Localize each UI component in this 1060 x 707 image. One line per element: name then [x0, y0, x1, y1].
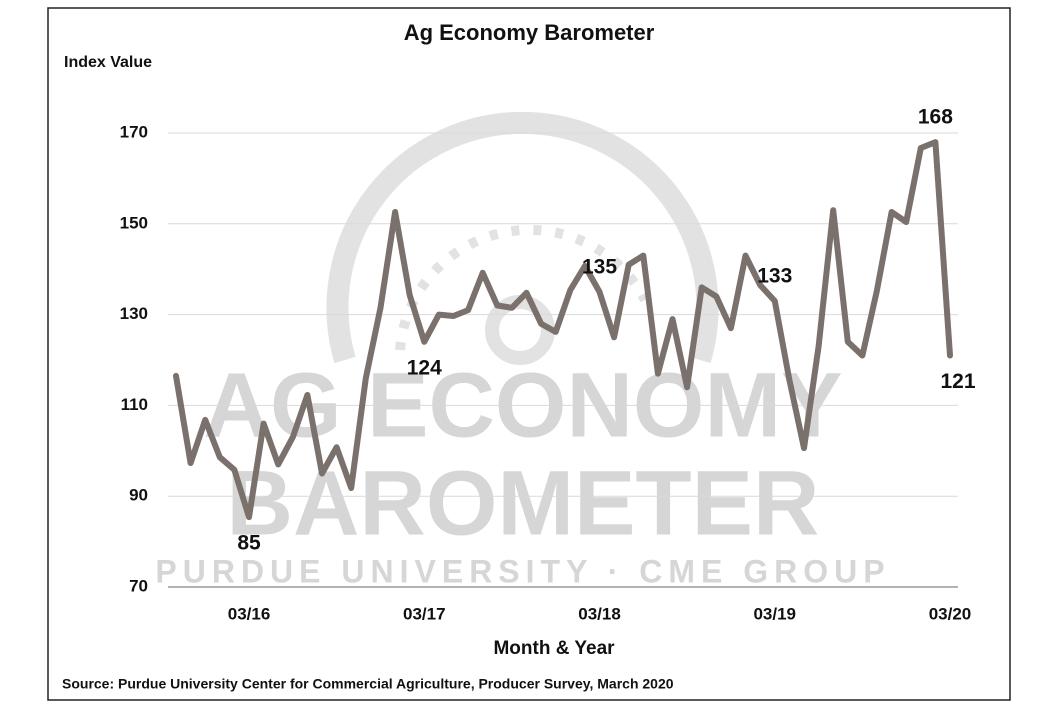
value-label: 168 — [918, 106, 953, 129]
watermark-line: PURDUE UNIVERSITY · CME GROUP — [155, 553, 890, 589]
y-tick-label: 110 — [121, 395, 148, 414]
y-tick-label: 150 — [120, 213, 148, 232]
x-tick-label: 03/20 — [929, 604, 972, 623]
x-tick-label: 03/17 — [403, 604, 446, 623]
y-tick-label: 170 — [120, 122, 148, 141]
x-tick-label: 03/19 — [753, 604, 796, 623]
x-tick-label: 03/16 — [228, 604, 271, 623]
source-note: Source: Purdue University Center for Com… — [62, 676, 674, 692]
value-label: 85 — [237, 532, 261, 555]
x-tick-label: 03/18 — [578, 604, 621, 623]
y-tick-label: 90 — [129, 486, 148, 505]
y-tick-label: 70 — [129, 576, 148, 595]
chart-title: Ag Economy Barometer — [404, 20, 655, 45]
value-label: 121 — [940, 370, 975, 393]
data-line — [173, 139, 953, 521]
x-axis-label: Month & Year — [493, 638, 615, 659]
y-axis-label: Index Value — [64, 54, 152, 71]
y-tick-label: 130 — [120, 304, 148, 323]
value-label: 124 — [407, 356, 442, 379]
value-label: 133 — [757, 265, 792, 288]
watermark-line: BAROMETER — [227, 452, 820, 554]
value-label: 135 — [582, 255, 617, 278]
